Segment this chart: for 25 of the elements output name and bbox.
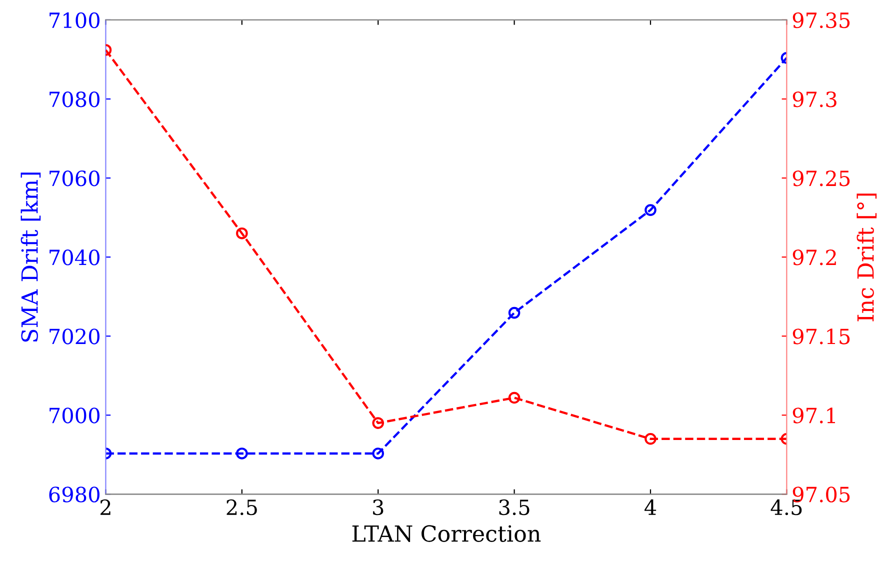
y-tick-label: 7040 bbox=[50, 250, 100, 266]
y2-axis-title: Inc Drift [°] bbox=[856, 194, 877, 322]
y-axis-title: SMA Drift [km] bbox=[20, 172, 41, 342]
point bbox=[372, 417, 384, 429]
y-tick-label: 7000 bbox=[50, 408, 100, 424]
y-tick-label: 7080 bbox=[50, 91, 100, 108]
y-tick-label: 6980 bbox=[49, 486, 100, 502]
y2-tick-label: 97.2 bbox=[792, 250, 836, 266]
y2-tick-label: 97.35 bbox=[792, 12, 850, 28]
x-tick-label: 2 bbox=[100, 499, 110, 515]
y-tick-label: 7020 bbox=[50, 328, 100, 344]
point bbox=[508, 306, 520, 319]
y2-tick-label: 97.1 bbox=[792, 408, 835, 424]
y2-tick-label: 97.25 bbox=[792, 170, 850, 186]
x-tick-label: 3 bbox=[373, 499, 384, 516]
y2-tick-label: 97.15 bbox=[792, 328, 850, 344]
x-tick-label: 4 bbox=[644, 499, 656, 515]
x-tick-label: 2.5 bbox=[226, 499, 257, 516]
point bbox=[372, 448, 384, 460]
y2-tick-label: 97.3 bbox=[792, 91, 836, 108]
y-tick-label: 7100 bbox=[50, 12, 100, 28]
y-tick-label: 7060 bbox=[50, 170, 100, 186]
x-axis-title: LTAN Correction bbox=[352, 525, 541, 542]
point bbox=[508, 392, 520, 404]
x-tick-label: 3.5 bbox=[499, 499, 530, 516]
